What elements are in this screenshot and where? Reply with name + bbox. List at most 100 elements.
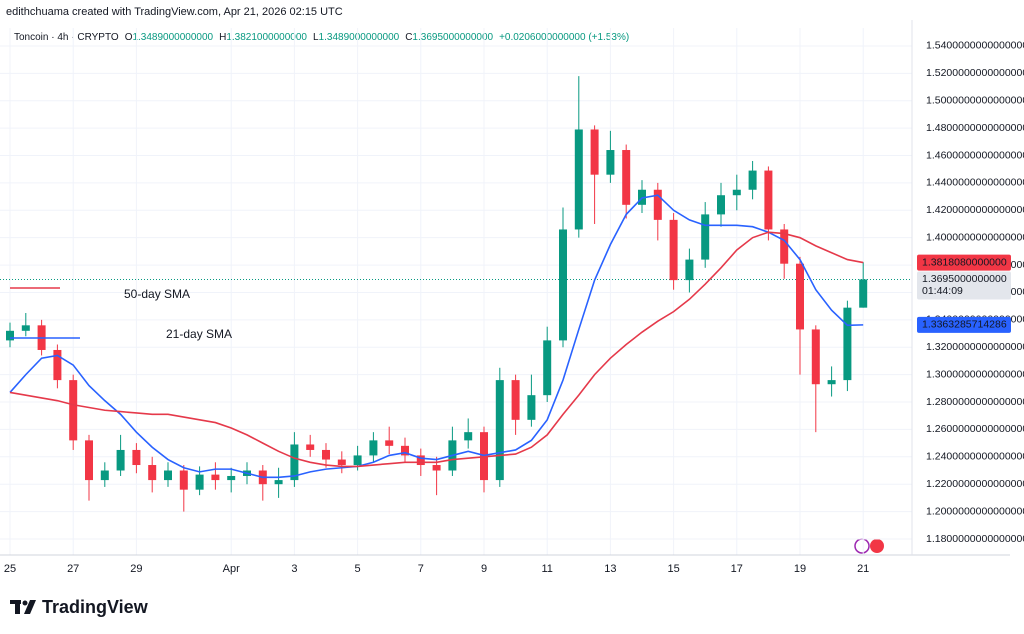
- candle-body: [717, 195, 725, 215]
- price-tag-label: 1.3818080000000: [922, 256, 1007, 268]
- ohlc-key: C: [405, 32, 412, 43]
- candle-body: [732, 189, 741, 196]
- y-tick-label: 1.3000000000000000: [926, 368, 1024, 380]
- candle-body: [353, 455, 362, 466]
- countdown: 01:44:09: [922, 285, 963, 297]
- candle-body: [132, 449, 141, 466]
- candle-body: [227, 475, 236, 481]
- candle-body: [464, 432, 473, 441]
- y-tick-label: 1.2400000000000000: [926, 451, 1024, 463]
- candle-body: [211, 474, 220, 481]
- candle-body: [416, 455, 425, 466]
- x-tick-label: 9: [481, 563, 487, 575]
- candle-body: [606, 150, 615, 175]
- x-tick-label: 5: [355, 563, 361, 575]
- ohlc-value: 1.3821000000000: [226, 32, 307, 43]
- symbol-legend: Toncoin · 4h · CRYPTO O1.3489000000000 H1.…: [14, 32, 629, 43]
- candle-body: [274, 480, 283, 485]
- x-tick-label: Apr: [223, 563, 240, 575]
- candle-body: [748, 170, 757, 190]
- price-tag: [917, 316, 1011, 333]
- candle-body: [195, 474, 204, 490]
- y-tick-label: 1.4200000000000000: [926, 204, 1024, 216]
- candle-body: [495, 380, 504, 481]
- candle-body: [653, 189, 662, 220]
- x-tick-label: 13: [604, 563, 616, 575]
- ohlc-value: 1.3489000000000: [319, 32, 400, 43]
- price-tag: [917, 254, 1011, 271]
- candle-body: [590, 129, 599, 175]
- y-tick-label: 1.2200000000000000: [926, 478, 1024, 490]
- x-tick-label: 21: [857, 563, 869, 575]
- brand: TradingView: [42, 597, 149, 617]
- candle-body: [811, 329, 820, 385]
- y-tick-label: 1.2600000000000000: [926, 423, 1024, 435]
- candle-body: [511, 380, 520, 420]
- x-tick-label: 17: [731, 563, 743, 575]
- credit: edithchuama created with TradingView.com…: [6, 6, 343, 18]
- legend-label: 50-day SMA: [124, 287, 190, 301]
- candle-body: [543, 340, 552, 396]
- y-tick-label: 1.5000000000000000: [926, 95, 1024, 107]
- y-tick-label: 1.5200000000000000: [926, 67, 1024, 79]
- candle-body: [859, 279, 868, 308]
- candle-body: [148, 465, 157, 481]
- ohlc-value: 1.3489000000000: [132, 32, 213, 43]
- change: +0.0206000000000 (+1.53%): [499, 32, 629, 43]
- candle-body: [401, 445, 409, 456]
- x-tick-label: 27: [67, 563, 79, 575]
- x-tick-label: 29: [130, 563, 142, 575]
- candle-body: [6, 330, 14, 341]
- candle-body: [764, 170, 773, 230]
- ohlc-key: O: [125, 32, 133, 43]
- candle-body: [622, 150, 631, 205]
- ohlc-value: 1.3695000000000: [412, 32, 493, 43]
- y-tick-label: 1.3200000000000000: [926, 341, 1024, 353]
- x-tick-label: 25: [4, 563, 16, 575]
- y-tick-label: 1.4600000000000000: [926, 149, 1024, 161]
- candle-body: [369, 440, 378, 456]
- candle-body: [669, 219, 678, 281]
- candle-body: [337, 459, 346, 466]
- y-tick-label: 1.1800000000000000: [926, 533, 1024, 545]
- brand-logo: [10, 600, 36, 614]
- candle-body: [179, 470, 188, 490]
- candle-body: [164, 470, 172, 481]
- price-tag-label: 1.3363285714286: [922, 319, 1007, 331]
- price-tag: [917, 271, 1011, 300]
- sma-line: [9, 231, 864, 468]
- candle-body: [69, 380, 78, 441]
- y-tick-label: 1.2800000000000000: [926, 396, 1024, 408]
- sma-line: [9, 194, 864, 479]
- chart-icons: [854, 538, 884, 554]
- legend-label: 21-day SMA: [166, 327, 232, 341]
- candle-body: [85, 440, 93, 481]
- candle-body: [780, 229, 789, 264]
- candle-body: [796, 263, 804, 330]
- candle-body: [432, 465, 441, 471]
- x-tick-label: 19: [794, 563, 806, 575]
- y-tick-label: 1.4000000000000000: [926, 231, 1024, 243]
- candle-body: [827, 380, 836, 385]
- y-tick-label: 1.2000000000000000: [926, 505, 1024, 517]
- candle-body: [559, 229, 567, 341]
- candle-body: [53, 349, 62, 381]
- ohlc-key: H: [219, 32, 226, 43]
- candle-body: [21, 325, 30, 331]
- candle-body: [385, 440, 394, 446]
- candle-body: [843, 307, 852, 381]
- candle-body: [306, 444, 315, 450]
- candle-body: [527, 395, 536, 420]
- y-tick-label: 1.4800000000000000: [926, 122, 1024, 134]
- candle-body: [100, 470, 109, 481]
- candle-body: [290, 444, 299, 481]
- candle-body: [701, 214, 710, 260]
- x-tick-label: 7: [418, 563, 424, 575]
- candle-body: [116, 449, 125, 471]
- y-tick-label: 1.4400000000000000: [926, 177, 1024, 189]
- candle-body: [574, 129, 583, 230]
- x-tick-label: 15: [667, 563, 679, 575]
- ohlc-key: L: [313, 32, 319, 43]
